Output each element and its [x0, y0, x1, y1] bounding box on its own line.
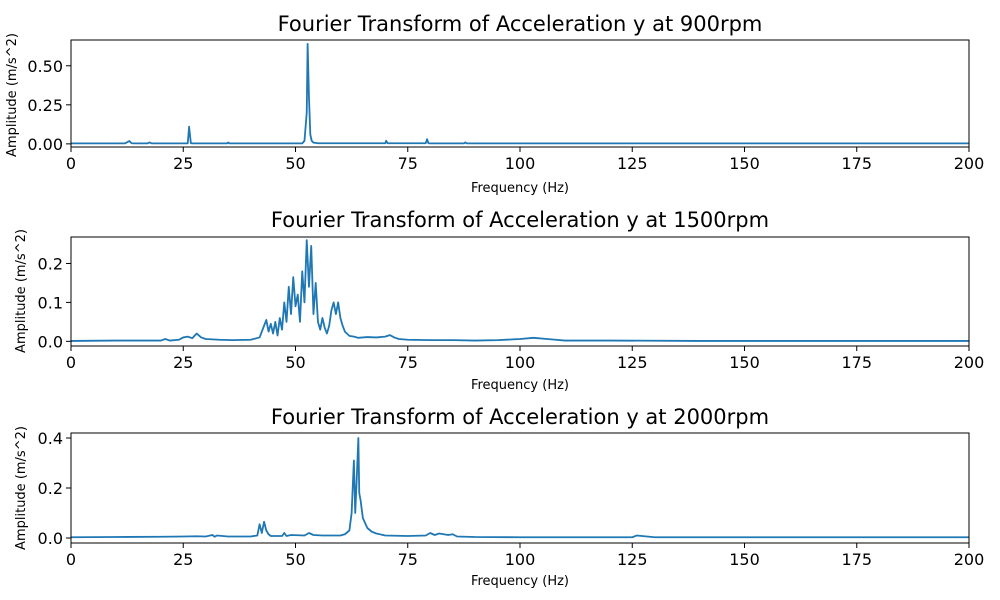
chart-title: Fourier Transform of Acceleration y at 9… — [278, 12, 763, 36]
x-tick-label: 125 — [617, 154, 648, 173]
x-tick-label: 200 — [954, 154, 985, 173]
x-tick-label: 150 — [729, 550, 760, 569]
y-axis-label: Amplitude (m/s^2) — [14, 229, 29, 353]
x-tick-label: 75 — [398, 353, 418, 372]
x-tick-label: 75 — [398, 550, 418, 569]
chart-title: Fourier Transform of Acceleration y at 2… — [271, 405, 769, 429]
x-axis-label: Frequency (Hz) — [471, 378, 569, 393]
x-tick-label: 100 — [505, 154, 536, 173]
y-tick-label: 0.00 — [27, 135, 63, 154]
x-axis-label: Frequency (Hz) — [471, 574, 569, 589]
plot-area: 0 25 50 75 100 125 150 175 200 0.00 0.25 0.50 — [27, 39, 985, 173]
x-tick-label: 100 — [505, 550, 536, 569]
x-tick-label: 50 — [285, 353, 305, 372]
subplot-2000rpm: Fourier Transform of Acceleration y at 2… — [14, 405, 984, 589]
x-tick-label: 50 — [285, 550, 305, 569]
x-tick-label: 0 — [66, 154, 76, 173]
x-tick-label: 25 — [173, 550, 193, 569]
y-tick-label: 0.2 — [38, 254, 63, 273]
x-tick-label: 25 — [173, 353, 193, 372]
series-line — [70, 437, 969, 539]
series-line — [70, 239, 969, 342]
y-tick-label: 0.0 — [38, 529, 63, 548]
x-tick-label: 150 — [729, 353, 760, 372]
x-tick-label: 100 — [505, 353, 536, 372]
x-tick-label: 125 — [617, 550, 648, 569]
subplot-1500rpm: Fourier Transform of Acceleration y at 1… — [14, 208, 984, 393]
x-axis-label: Frequency (Hz) — [471, 181, 569, 196]
y-tick-label: 0.1 — [38, 293, 63, 312]
y-axis-label: Amplitude (m/s^2) — [14, 426, 29, 550]
y-tick-label: 0.0 — [38, 332, 63, 351]
x-tick-label: 50 — [285, 154, 305, 173]
x-tick-label: 125 — [617, 353, 648, 372]
x-tick-label: 175 — [841, 550, 872, 569]
x-tick-label: 175 — [841, 154, 872, 173]
subplot-900rpm: Fourier Transform of Acceleration y at 9… — [5, 12, 984, 196]
x-tick-label: 0 — [66, 550, 76, 569]
chart-title: Fourier Transform of Acceleration y at 1… — [271, 208, 769, 232]
y-tick-label: 0.4 — [38, 429, 63, 448]
x-tick-label: 175 — [841, 353, 872, 372]
y-tick-label: 0.25 — [27, 96, 63, 115]
x-tick-label: 150 — [729, 154, 760, 173]
plot-area: 0 25 50 75 100 125 150 175 200 0.0 0.1 0.2 — [38, 236, 985, 372]
plot-area: 0 25 50 75 100 125 150 175 200 0.0 0.2 0.4 — [38, 429, 985, 569]
x-tick-label: 25 — [173, 154, 193, 173]
y-tick-label: 0.50 — [27, 57, 63, 76]
y-tick-label: 0.2 — [38, 479, 63, 498]
x-tick-label: 200 — [954, 550, 985, 569]
x-tick-label: 0 — [66, 353, 76, 372]
series-line — [71, 43, 969, 145]
x-tick-label: 200 — [954, 353, 985, 372]
x-tick-label: 75 — [398, 154, 418, 173]
y-axis-label: Amplitude (m/s^2) — [5, 33, 20, 157]
